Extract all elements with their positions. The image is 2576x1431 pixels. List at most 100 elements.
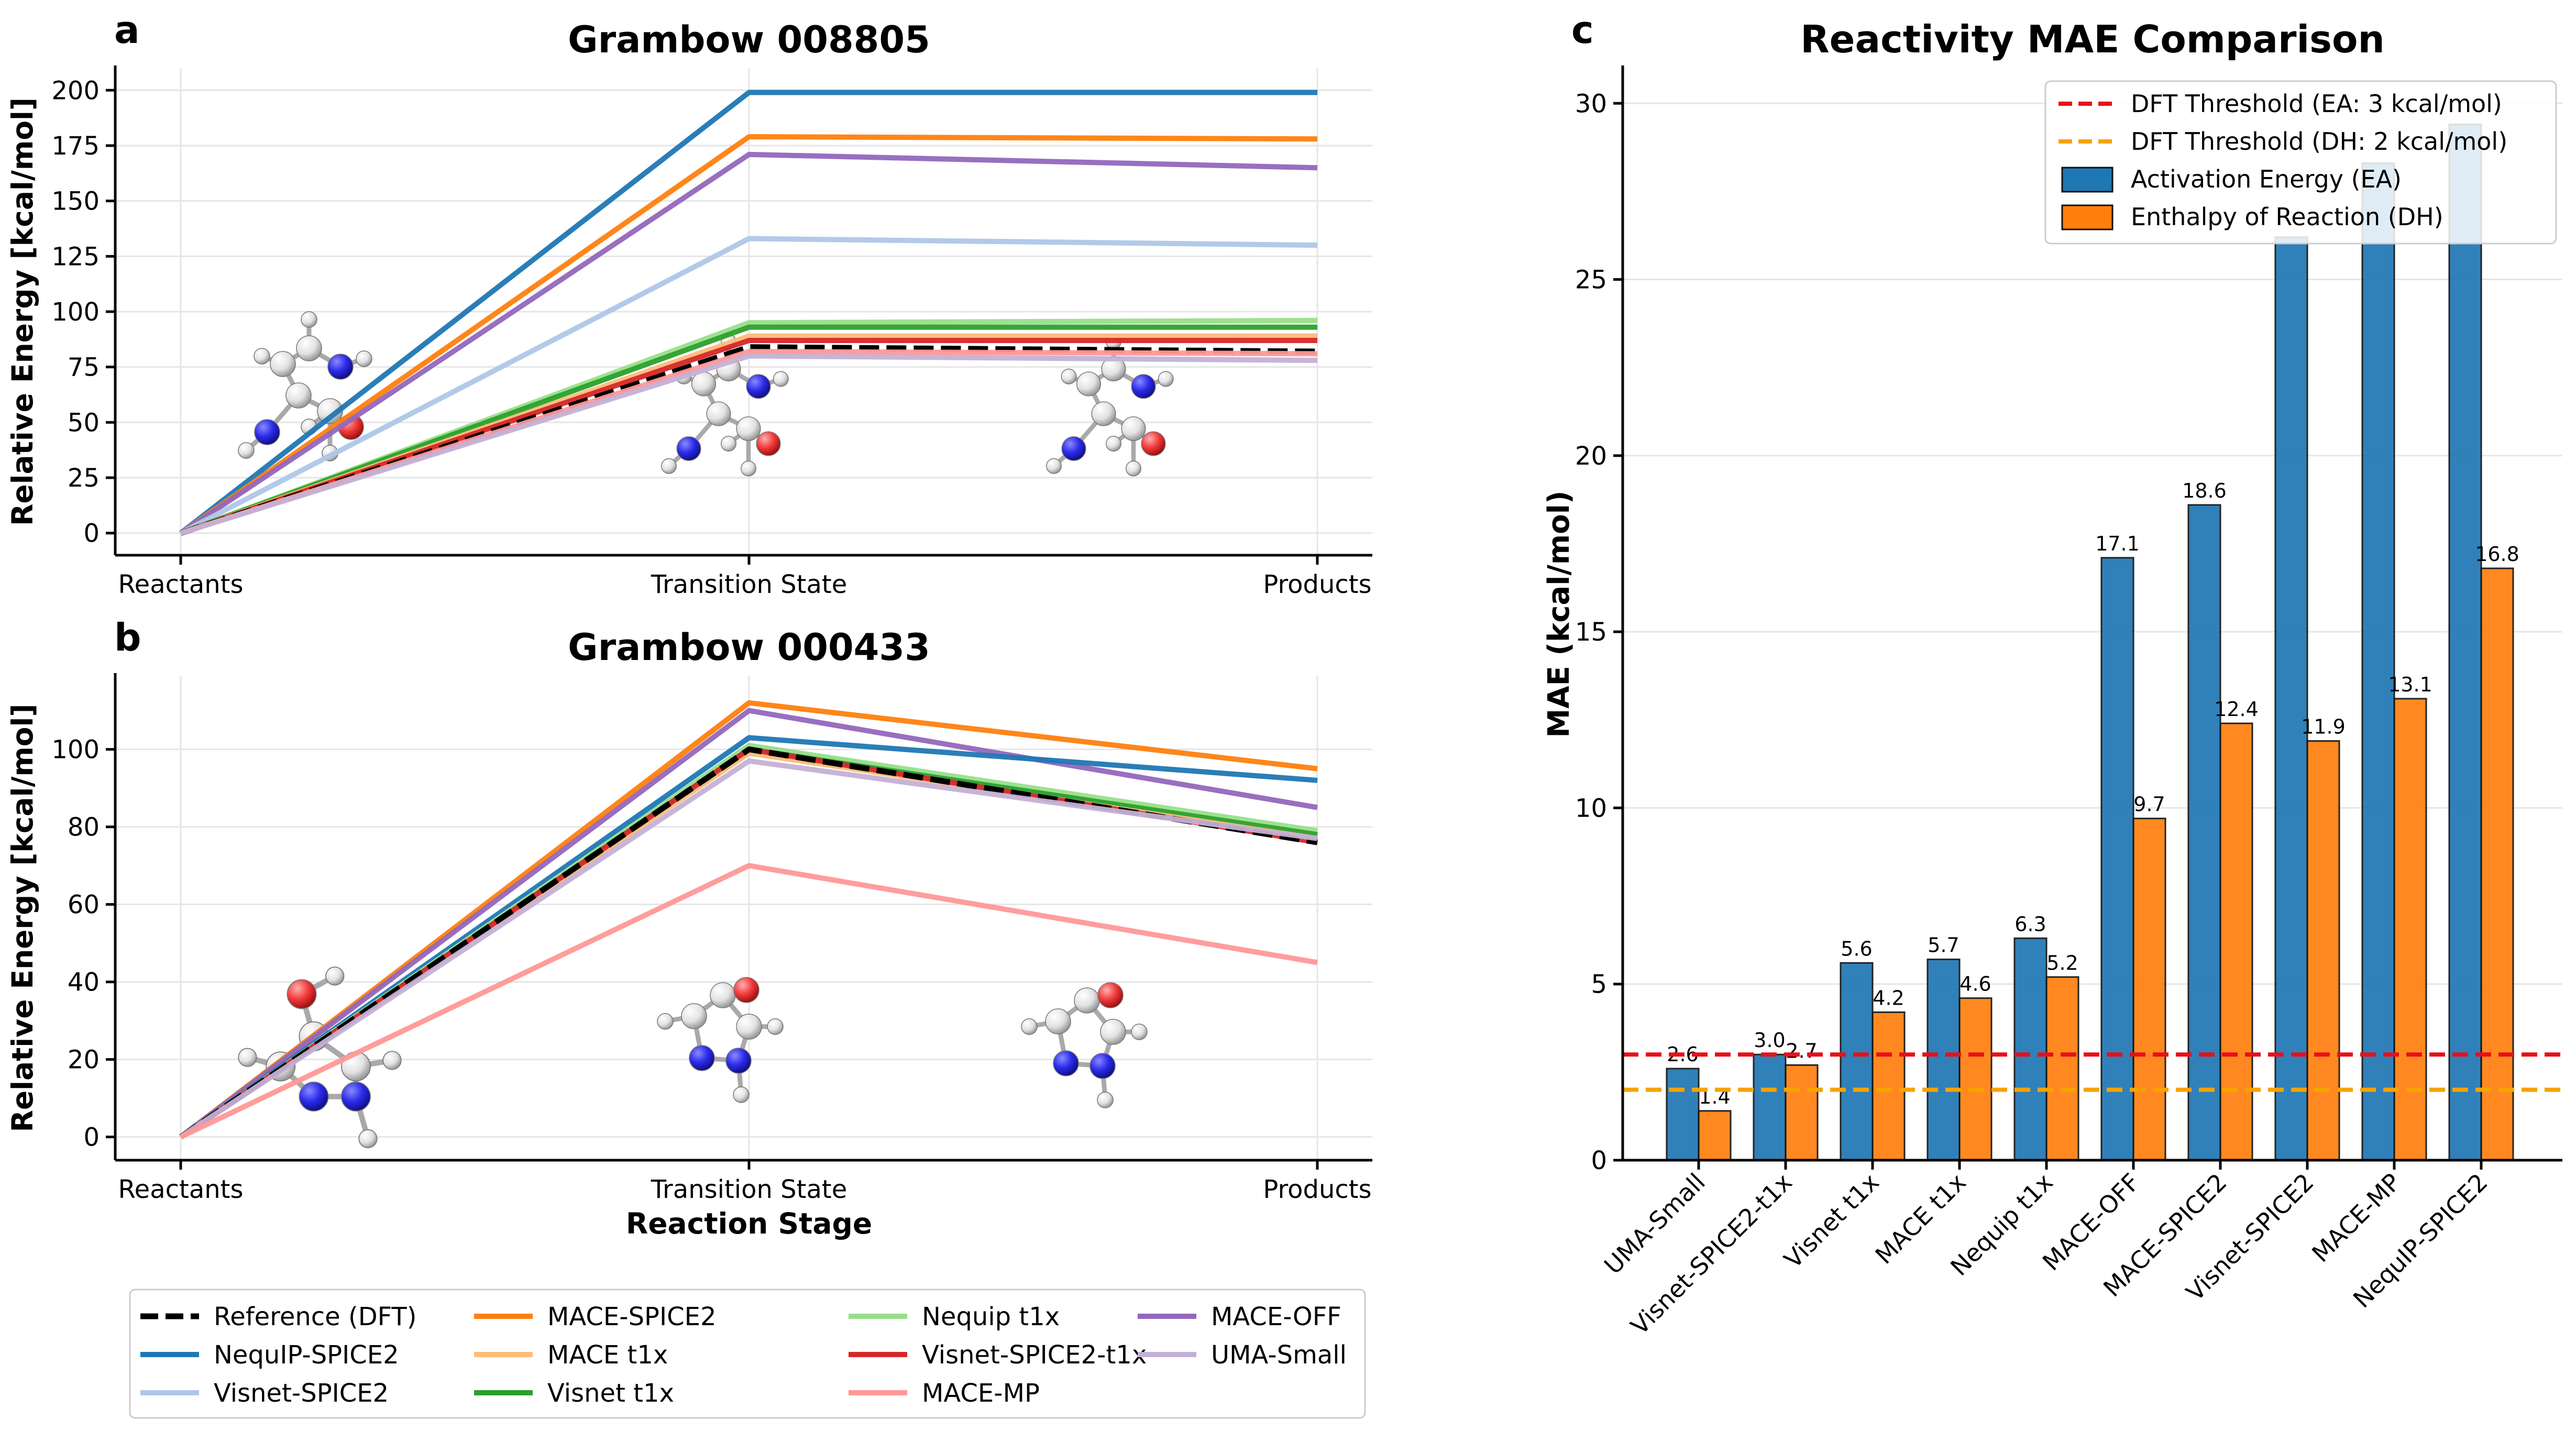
- bar-value-label: 13.1: [2388, 673, 2432, 696]
- molecule-illustration: [1046, 334, 1174, 477]
- x-tick-label: Transition State: [651, 1175, 847, 1204]
- panel-c-bar-chart: 2.61.43.0 2.75.64.25.74.66.35.217.19.718.…: [1542, 8, 2562, 1340]
- molecule-atom: [661, 458, 677, 474]
- series-line-uma-small: [180, 353, 1318, 536]
- y-axis-label: MAE (kcal/mol): [1542, 491, 1576, 738]
- y-tick-label: 75: [68, 353, 100, 382]
- legend-label: DFT Threshold (DH: 2 kcal/mol): [2131, 127, 2507, 156]
- molecule-atom: [710, 982, 736, 1008]
- bar-enthalpy-of-reaction-dh-mace-off: [2132, 818, 2166, 1161]
- legend-label: DFT Threshold (EA: 3 kcal/mol): [2131, 90, 2502, 118]
- y-tick-label: 0: [83, 1123, 100, 1152]
- bar-value-label: 6.3: [2014, 912, 2046, 935]
- y-axis-label: Relative Energy [kcal/mol]: [6, 703, 39, 1132]
- bar-enthalpy-of-reaction-dh-uma-small: [1698, 1110, 1732, 1161]
- bar-activation-energy-ea-uma-small: [1666, 1067, 1700, 1161]
- y-tick-label: 15: [1575, 618, 1607, 647]
- legend-label: NequIP-SPICE2: [214, 1340, 399, 1370]
- molecule-atom: [1158, 371, 1174, 387]
- molecule-atom: [254, 419, 280, 445]
- y-tick-label: 0: [1591, 1146, 1607, 1175]
- y-tick-label: 30: [1575, 89, 1607, 118]
- legend-swatch-enthalpy-of-reaction-dh: [2061, 204, 2113, 230]
- x-tick-label: Products: [1263, 570, 1371, 599]
- y-tick-label: 5: [1591, 970, 1607, 999]
- x-tick-label: Reactants: [118, 570, 243, 599]
- molecule-atom: [756, 431, 781, 456]
- molecule-atom: [773, 371, 789, 387]
- series-line-mace-off: [179, 151, 1318, 535]
- molecule-atom: [676, 436, 701, 461]
- x-tick-label: Visnet t1x: [1779, 1168, 1885, 1274]
- bar-value-label: 3.0: [1754, 1029, 1785, 1052]
- molecule-atom: [1106, 436, 1121, 452]
- bar-enthalpy-of-reaction-dh-mace-t1x: [1958, 997, 1992, 1161]
- bar-value-label: 5.2: [2046, 951, 2078, 974]
- molecule-atom: [296, 335, 322, 361]
- molecule-atom: [358, 1129, 378, 1149]
- bar-value-label: 4.6: [1959, 973, 1991, 996]
- legend-label: Visnet-SPICE2: [214, 1379, 389, 1408]
- molecule-atom: [681, 1003, 707, 1029]
- panel-letter: b: [114, 615, 141, 659]
- molecule-atom: [721, 436, 736, 452]
- molecule-atom: [341, 1082, 371, 1111]
- series-line-visnet-spice2: [179, 236, 1318, 536]
- molecule-atom: [325, 966, 345, 986]
- molecule-atom: [1021, 1018, 1038, 1035]
- series-line-visnet-t1x: [180, 324, 1317, 536]
- bar-value-label: 17.1: [2095, 532, 2140, 555]
- legend-swatch-activation-energy-ea: [2061, 167, 2113, 193]
- bar-chart-legend: DFT Threshold (EA: 3 kcal/mol) DFT Thresh…: [2044, 80, 2557, 245]
- x-axis-label: Reaction Stage: [626, 1207, 872, 1240]
- molecule-atom: [1131, 1023, 1148, 1040]
- y-tick-label: 25: [68, 464, 100, 493]
- legend-label: UMA-Small: [1211, 1340, 1347, 1370]
- y-tick-label: 80: [68, 813, 100, 842]
- x-tick-label: Visnet-SPICE2-t1x: [1625, 1168, 1798, 1340]
- molecule-atom: [1141, 431, 1166, 456]
- molecule-atom: [327, 354, 354, 380]
- y-tick-label: 60: [68, 890, 100, 920]
- series-line-mace-spice2: [179, 134, 1318, 535]
- molecule-atom: [1131, 374, 1156, 399]
- bar-value-label: 18.6: [2182, 479, 2227, 502]
- bar-enthalpy-of-reaction-dh-mace-spice2: [2219, 722, 2253, 1161]
- bar-enthalpy-of-reaction-dh-nequip-spice2: [2480, 567, 2514, 1161]
- series-legend: Reference (DFT) NequIP-SPICE2 Visnet-SPICE…: [129, 1289, 1366, 1419]
- molecule-atom: [285, 382, 312, 409]
- y-tick-label: 0: [83, 519, 100, 548]
- bar-value-label: 2.7: [1786, 1039, 1817, 1062]
- legend-label: MACE-SPICE2: [547, 1302, 717, 1331]
- molecule-atom: [382, 1051, 402, 1070]
- bar-value-label: 9.7: [2133, 793, 2165, 816]
- molecule-atom: [301, 311, 317, 328]
- molecule-atom: [767, 1018, 784, 1035]
- molecule-atom: [1061, 436, 1086, 461]
- molecule-illustration: [657, 977, 784, 1103]
- molecule-atom: [733, 977, 759, 1003]
- y-tick-label: 20: [68, 1045, 100, 1075]
- legend-frame: [2044, 80, 2557, 245]
- bar-activation-energy-ea-mace-off: [2100, 557, 2134, 1161]
- chart-title: Reactivity MAE Comparison: [1800, 17, 2385, 61]
- molecule-atom: [689, 1045, 715, 1071]
- legend-frame: [129, 1289, 1366, 1419]
- molecule-atom: [725, 1048, 752, 1074]
- y-tick-label: 100: [51, 735, 100, 765]
- legend-label: Activation Energy (EA): [2131, 165, 2402, 193]
- molecule-atom: [736, 416, 761, 442]
- molecule-atom: [1061, 368, 1077, 384]
- y-tick-label: 40: [68, 968, 100, 997]
- legend-label: MACE-OFF: [1211, 1302, 1341, 1331]
- y-tick-label: 200: [51, 76, 100, 105]
- molecule-atom: [1046, 458, 1062, 474]
- y-tick-label: 125: [51, 242, 100, 271]
- chart-title: Grambow 008805: [568, 18, 930, 61]
- molecule-atom: [733, 1086, 750, 1103]
- bar-activation-energy-ea-visnet-spice2: [2274, 236, 2308, 1161]
- bar-activation-energy-ea-nequip-spice2: [2448, 124, 2482, 1161]
- bar-value-label: 11.9: [2301, 716, 2346, 739]
- bar-value-label: 4.2: [1873, 987, 1904, 1010]
